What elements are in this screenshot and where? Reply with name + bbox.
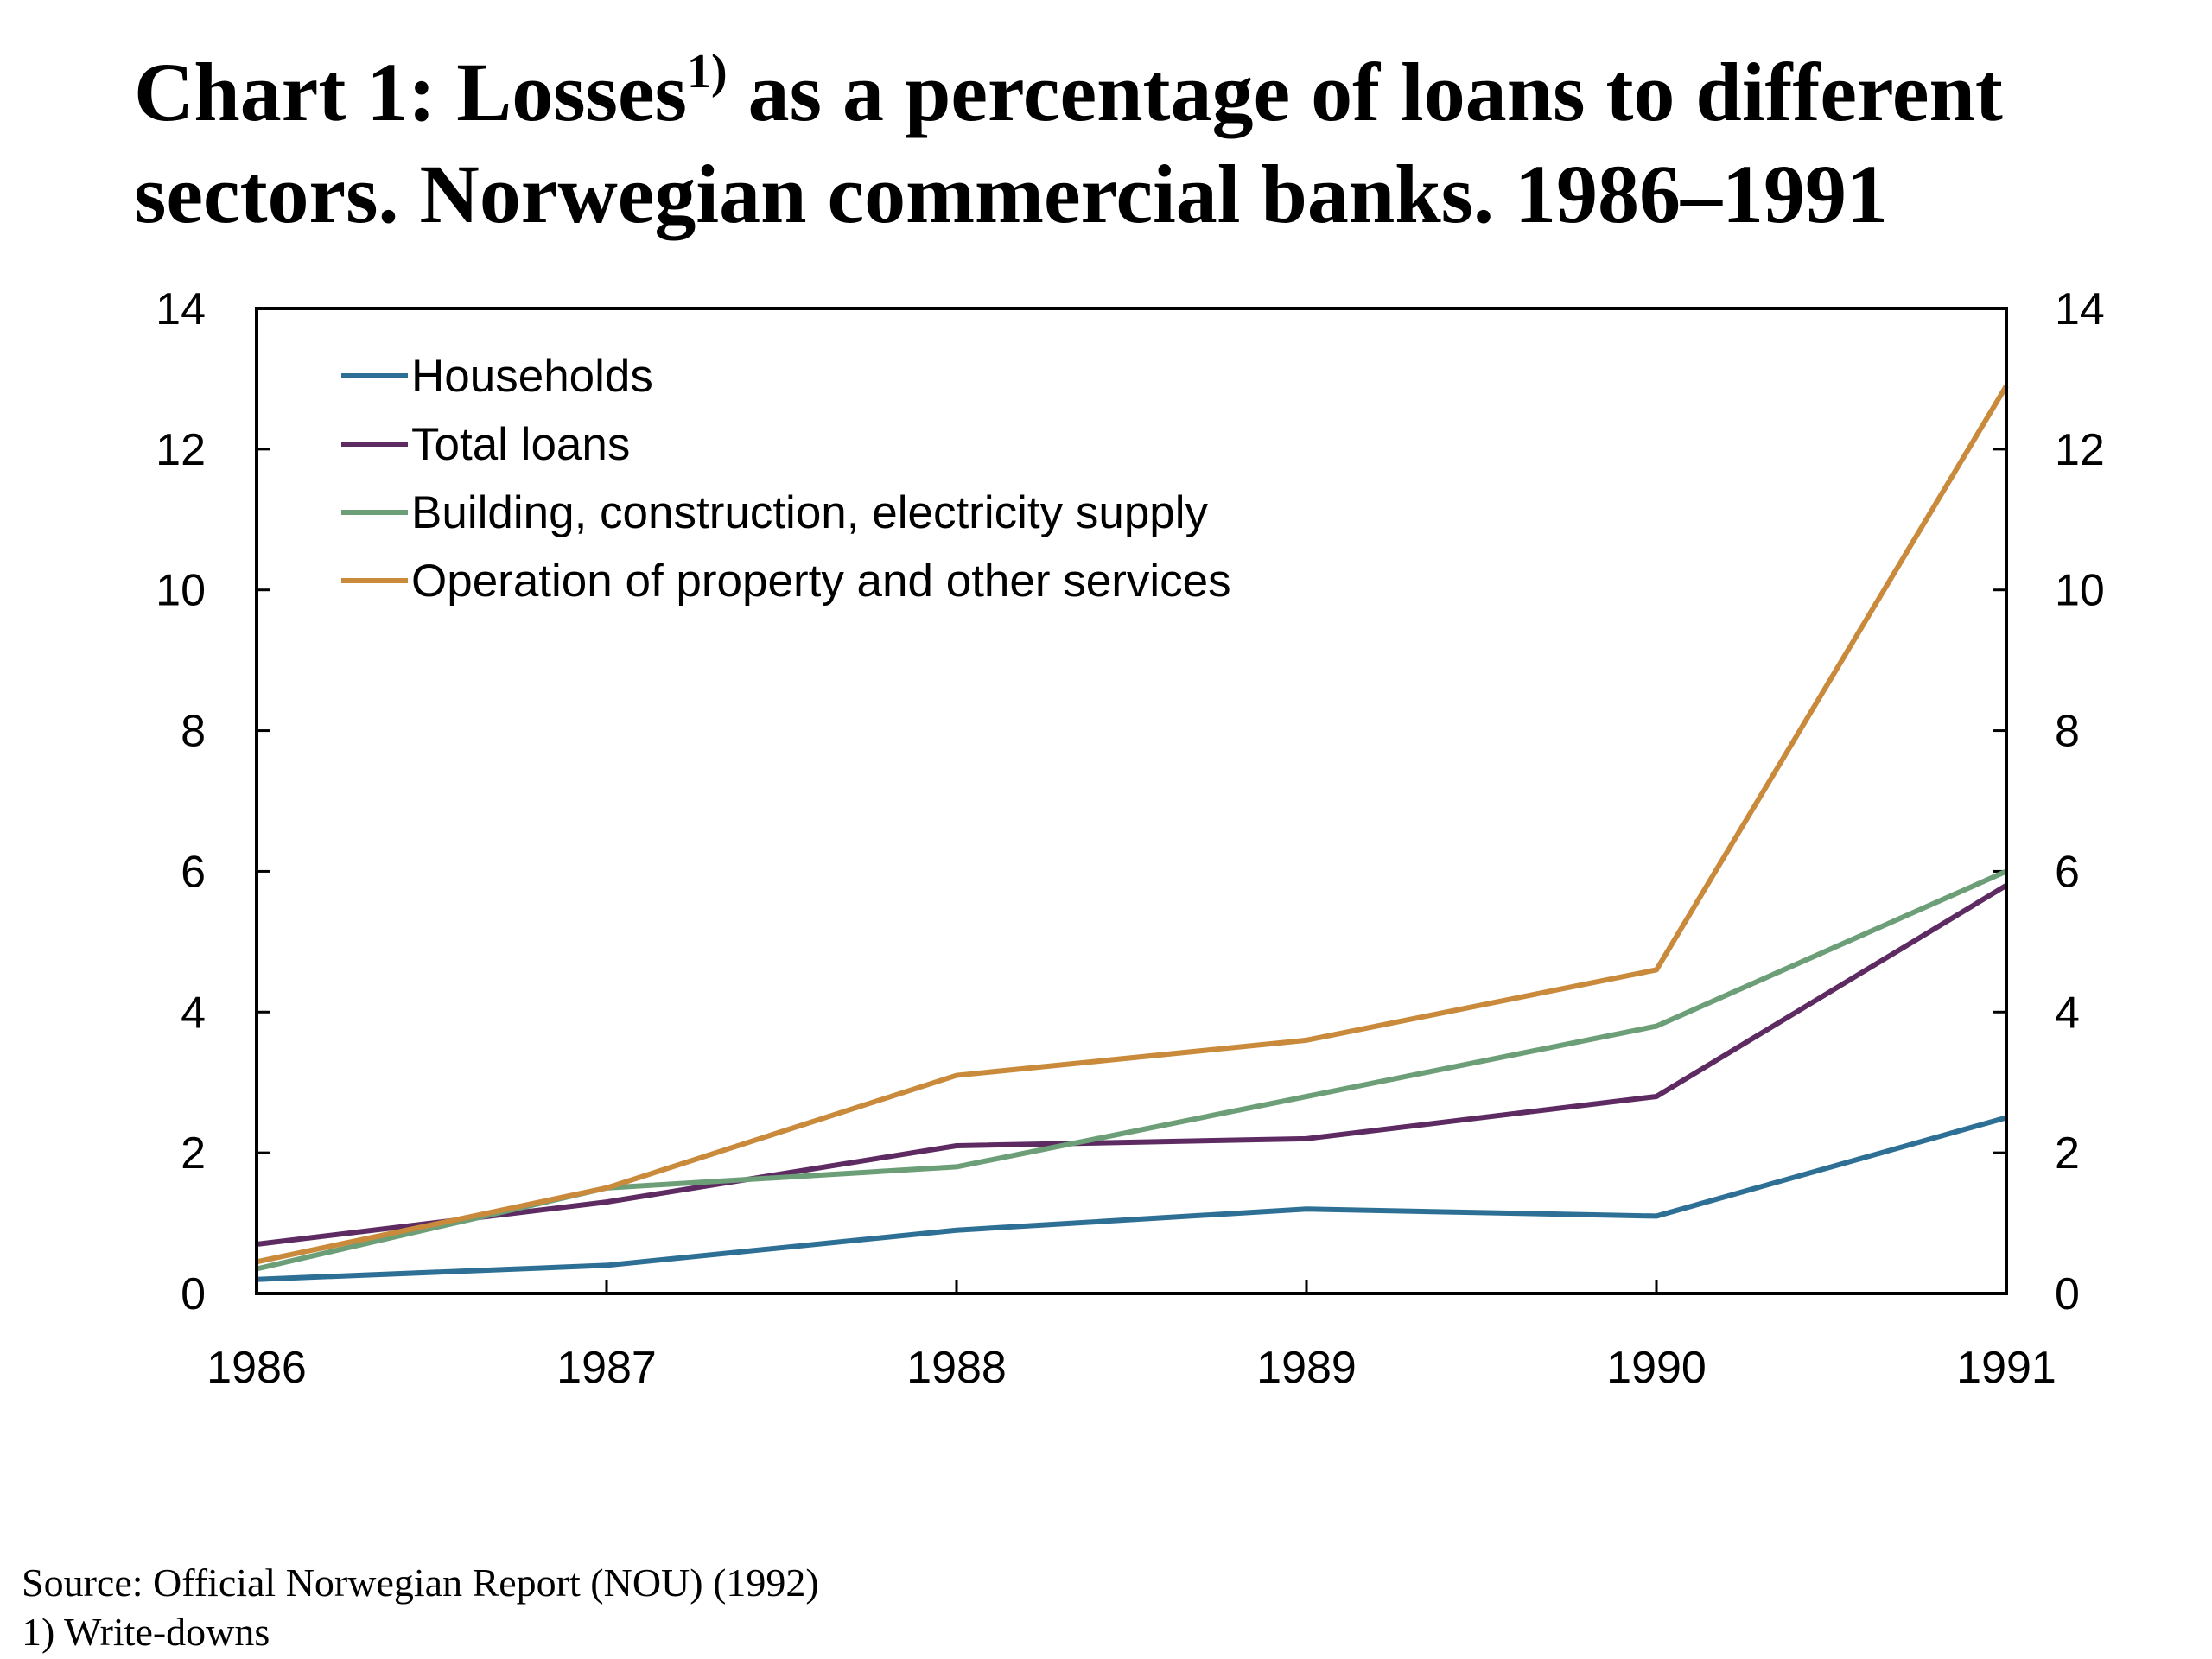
source-note: Source: Official Norwegian Report (NOU) … [22,1560,819,1605]
y-tick-label-left: 12 [156,425,206,475]
legend-label-1: Households [411,351,653,402]
y-tick-label-right: 0 [2055,1269,2080,1319]
x-tick-label: 1988 [906,1343,1007,1393]
x-tick-label: 1987 [556,1343,657,1393]
y-tick-label-left: 8 [181,707,206,757]
chart-title: Chart 1: Losses1) as a percentage of loa… [134,41,2173,245]
y-tick-label-right: 8 [2055,707,2080,757]
y-tick-label-left: 14 [156,284,206,334]
x-tick-label: 1991 [1956,1343,2056,1393]
y-tick-label-left: 6 [181,847,206,897]
legend-label-2: Total loans [411,419,630,470]
series-line-1 [256,1115,2007,1282]
x-tick-label: 1986 [207,1343,307,1393]
y-tick-label-left: 0 [181,1269,206,1319]
series-line-4 [256,385,2009,1265]
y-tick-label-left: 4 [181,988,206,1038]
title-text-rest: as a percentage of loans to different se… [134,46,2003,240]
plot-frame [255,307,2008,1295]
y-tick-label-right: 4 [2055,988,2080,1038]
x-tick-label: 1989 [1256,1343,1357,1393]
y-tick-label-left: 2 [181,1128,206,1179]
y-tick-label-right: 2 [2055,1128,2080,1179]
x-tick-label: 1990 [1606,1343,1707,1393]
y-tick-label-right: 12 [2055,425,2105,475]
y-tick-label-left: 10 [156,566,206,616]
title-footnote-mark: 1) [686,45,728,99]
legend-label-4: Operation of property and other services [411,556,1231,607]
series-line-2 [256,883,2008,1247]
footnote: 1) Write-downs [22,1610,270,1654]
y-tick-label-right: 14 [2055,284,2105,334]
y-tick-label-right: 6 [2055,847,2080,897]
y-tick-label-right: 10 [2055,566,2105,616]
title-text: Chart 1: Losses [134,46,687,138]
series-line-3 [256,868,2008,1272]
legend-label-3: Building, construction, electricity supp… [411,487,1209,538]
